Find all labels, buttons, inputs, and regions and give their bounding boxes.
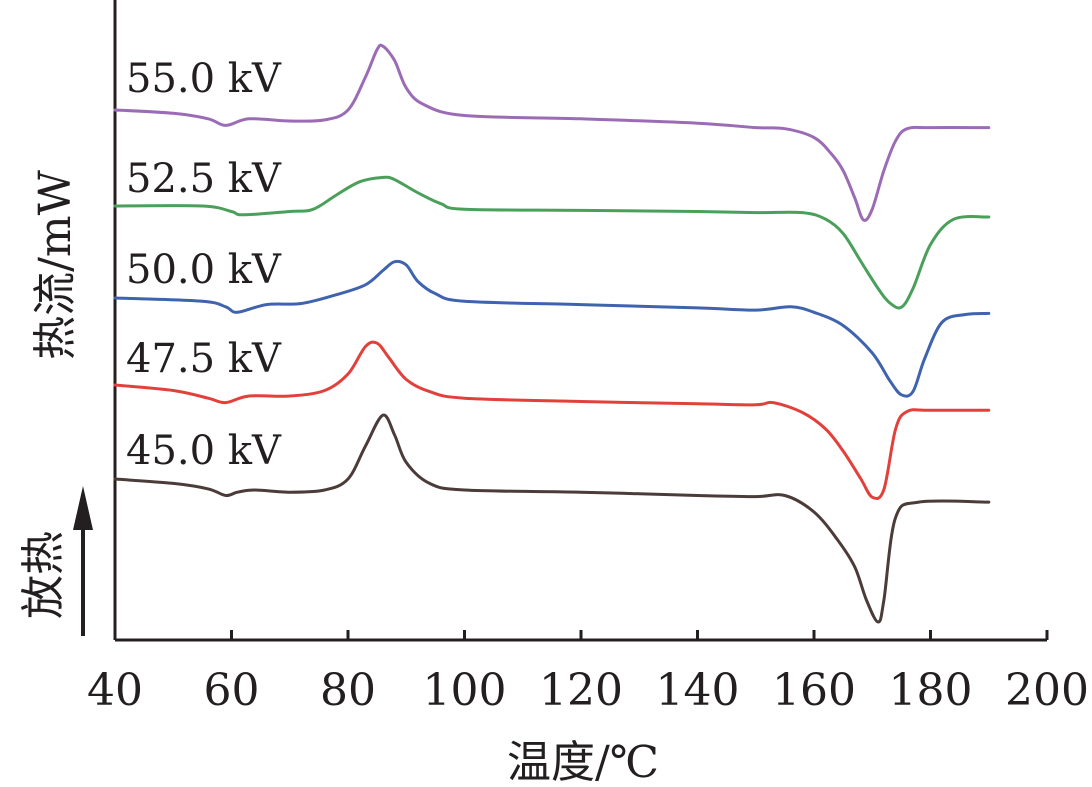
x-tick-label: 60 xyxy=(204,665,260,716)
x-tick-label: 100 xyxy=(423,665,507,716)
series-label: 45.0 kV xyxy=(126,428,282,474)
x-tick-label: 140 xyxy=(656,665,740,716)
y-axis-title: 热流/mW xyxy=(30,169,81,360)
x-tick-label: 80 xyxy=(320,665,376,716)
x-tick-label: 200 xyxy=(1005,665,1089,716)
series-label: 52.5 kV xyxy=(126,156,282,202)
x-tick-label: 120 xyxy=(539,665,623,716)
series-line-55-0-kv xyxy=(113,43,991,222)
x-ticks: 40 60 80 100 120 140 160 180 200 xyxy=(87,630,1089,716)
series-line-47-5-kv xyxy=(113,340,991,501)
x-tick-label: 180 xyxy=(889,665,973,716)
up-arrow-icon xyxy=(73,486,93,530)
series-group xyxy=(113,43,991,624)
series-labels: 55.0 kV 52.5 kV 50.0 kV 47.5 kV 45.0 kV xyxy=(126,56,282,474)
series-line-45-0-kv xyxy=(113,413,991,624)
series-label: 55.0 kV xyxy=(126,56,282,102)
x-tick-label: 40 xyxy=(87,665,143,716)
exotherm-indicator: 放热 xyxy=(18,486,93,636)
exotherm-label: 放热 xyxy=(18,531,69,619)
x-tick-label: 160 xyxy=(772,665,856,716)
series-line-52-5-kv xyxy=(113,175,991,310)
series-label: 50.0 kV xyxy=(126,247,282,293)
series-line-50-0-kv xyxy=(113,259,991,398)
x-axis-title: 温度/℃ xyxy=(507,737,659,787)
series-label: 47.5 kV xyxy=(126,336,282,382)
